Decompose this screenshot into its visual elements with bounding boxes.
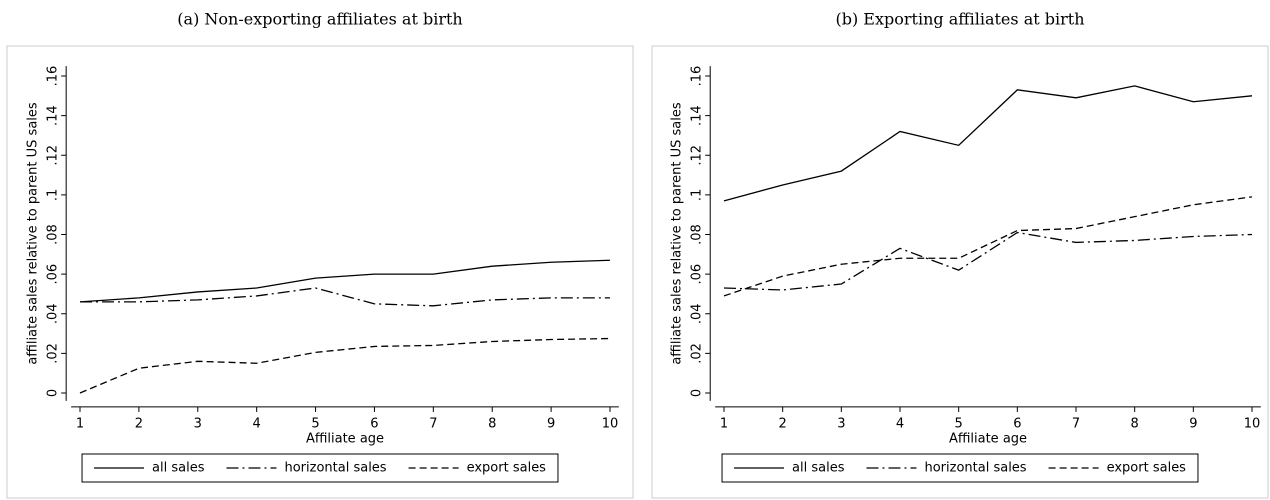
x-tick-label: 7 <box>1072 416 1080 431</box>
chart-title: (b) Exporting affiliates at birth <box>835 10 1084 29</box>
x-tick-label: 8 <box>1131 416 1139 431</box>
y-tick-label: .06 <box>46 264 61 285</box>
x-tick-label: 2 <box>779 416 787 431</box>
y-tick-label: .02 <box>46 343 61 364</box>
y-axis-label: affiliate sales relative to parent US sa… <box>26 102 41 365</box>
y-tick-label: .1 <box>690 189 705 201</box>
y-tick-label: 0 <box>46 389 61 397</box>
y-tick-label: .08 <box>690 224 705 245</box>
x-axis-label: Affiliate age <box>306 431 384 446</box>
x-tick-label: 5 <box>311 416 319 431</box>
x-tick-label: 3 <box>194 416 202 431</box>
x-tick-label: 6 <box>370 416 378 431</box>
y-tick-label: .14 <box>690 105 705 126</box>
x-tick-label: 10 <box>1244 416 1261 431</box>
chart-panel: (a) Non-exporting affiliates at birth 0 .0… <box>6 10 634 499</box>
legend-label: horizontal sales <box>924 461 1026 476</box>
x-tick-label: 2 <box>135 416 143 431</box>
panel-frame <box>6 45 634 499</box>
legend-label: export sales <box>467 461 547 476</box>
x-tick-label: 7 <box>429 416 437 431</box>
series-line <box>79 259 611 303</box>
x-tick-label: 4 <box>896 416 904 431</box>
legend-label: export sales <box>1107 461 1187 476</box>
y-tick-label: .16 <box>46 66 61 87</box>
chart-title: (a) Non-exporting affiliates at birth <box>177 10 462 29</box>
legend: all sales horizontal sales export sales <box>721 453 1199 483</box>
y-tick-label: .1 <box>46 189 61 201</box>
x-tick-label: 10 <box>602 416 619 431</box>
series-line <box>723 85 1253 202</box>
y-tick-label: 0 <box>690 389 705 397</box>
y-tick-label: .04 <box>690 303 705 324</box>
x-tick-label: 5 <box>955 416 963 431</box>
x-tick-label: 9 <box>547 416 555 431</box>
y-tick-label: .12 <box>690 145 705 166</box>
legend-label: horizontal sales <box>284 461 386 476</box>
x-tick-label: 4 <box>253 416 261 431</box>
series-line <box>723 231 1253 291</box>
legend-label: all sales <box>152 461 205 476</box>
y-tick-label: .12 <box>46 145 61 166</box>
x-tick-label: 3 <box>837 416 845 431</box>
x-tick-label: 8 <box>488 416 496 431</box>
legend-box <box>81 453 559 483</box>
y-tick-label: .08 <box>46 224 61 245</box>
y-tick-label: .02 <box>690 343 705 364</box>
panel-frame <box>651 45 1269 499</box>
x-tick-label: 6 <box>1013 416 1021 431</box>
legend-label: all sales <box>792 461 845 476</box>
x-tick-label: 1 <box>720 416 728 431</box>
y-tick-label: .16 <box>690 66 705 87</box>
series-line <box>79 337 611 394</box>
series-line <box>723 196 1253 297</box>
legend: all sales horizontal sales export sales <box>81 453 559 483</box>
y-tick-label: .04 <box>46 303 61 324</box>
y-axis-label: affiliate sales relative to parent US sa… <box>670 102 685 365</box>
x-axis-label: Affiliate age <box>949 431 1027 446</box>
chart-panel: (b) Exporting affiliates at birth 0 .02 .04… <box>651 10 1269 499</box>
y-tick-label: .06 <box>690 264 705 285</box>
x-tick-label: 9 <box>1189 416 1197 431</box>
series-line <box>80 287 610 307</box>
x-tick-label: 1 <box>76 416 84 431</box>
y-tick-label: .14 <box>46 105 61 126</box>
legend-box <box>721 453 1199 483</box>
